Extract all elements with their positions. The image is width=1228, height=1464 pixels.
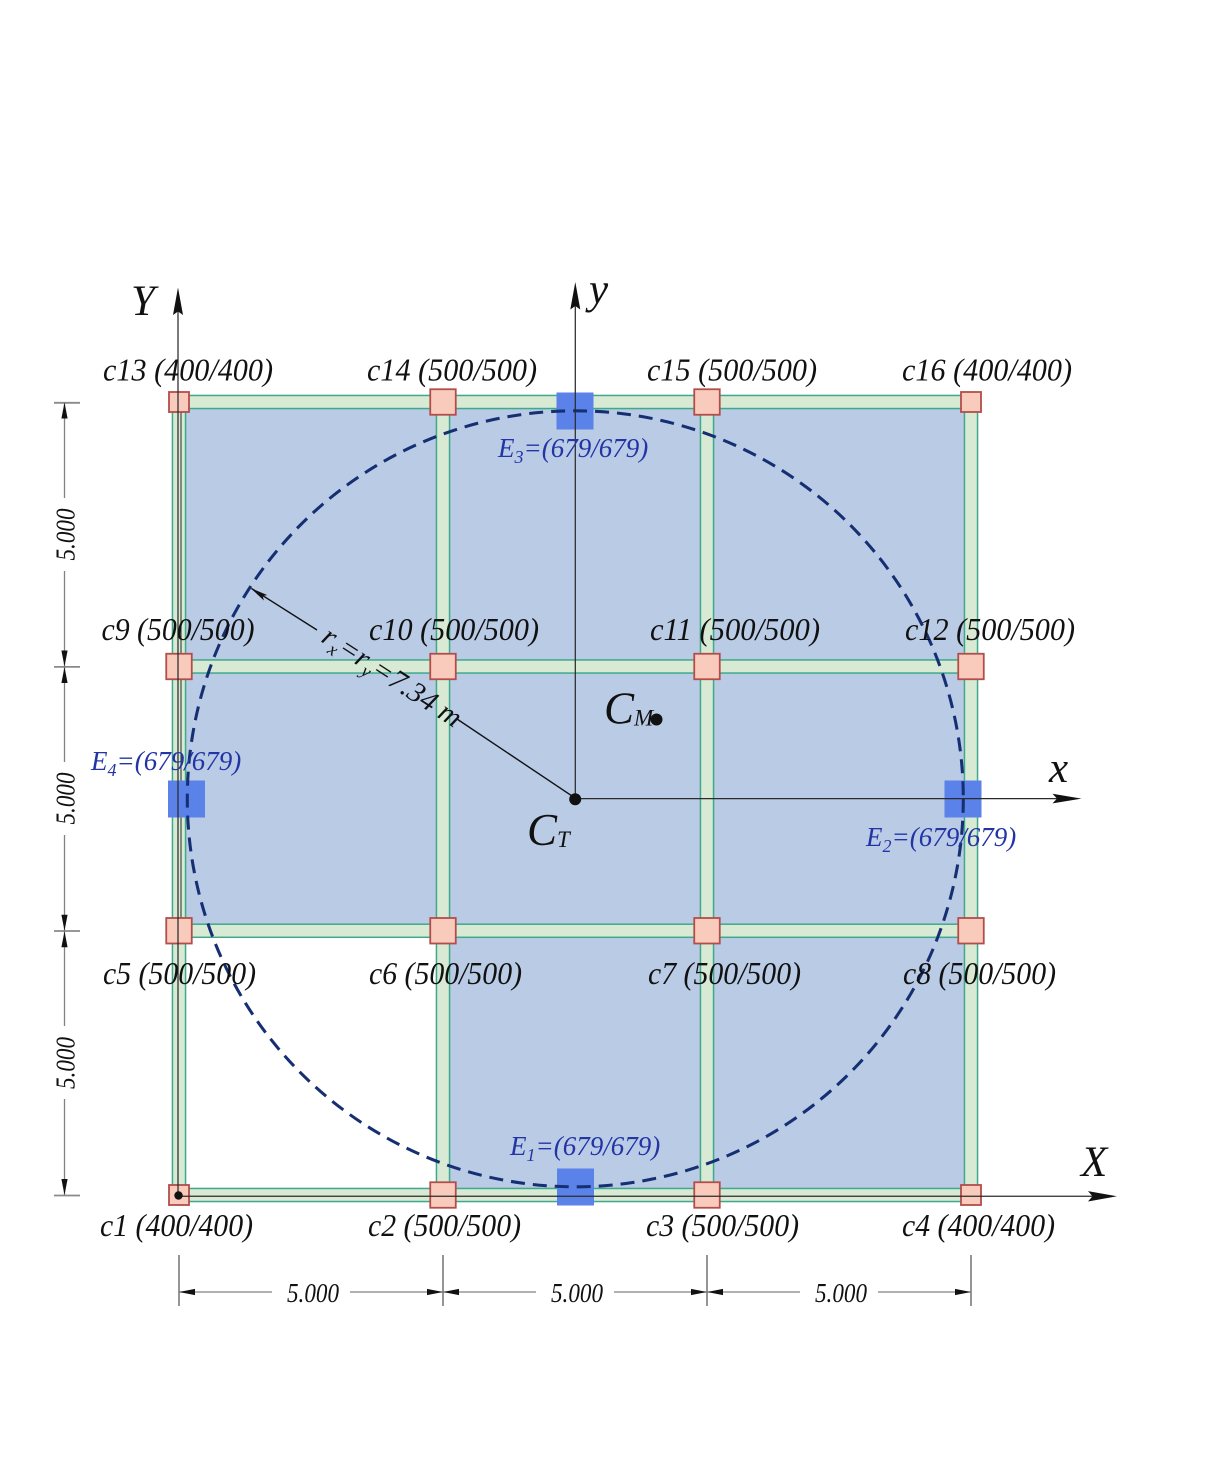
svg-text:5.000: 5.000: [815, 1278, 867, 1308]
svg-text:c14 (500/500): c14 (500/500): [367, 352, 537, 388]
svg-text:c15 (500/500): c15 (500/500): [647, 352, 817, 388]
svg-text:5.000: 5.000: [50, 772, 80, 824]
svg-text:c8 (500/500): c8 (500/500): [903, 955, 1056, 991]
svg-text:c12 (500/500): c12 (500/500): [905, 611, 1075, 647]
svg-text:E2=(679/679): E2=(679/679): [865, 822, 1016, 856]
svg-text:c7 (500/500): c7 (500/500): [648, 955, 801, 991]
svg-text:c2 (500/500): c2 (500/500): [368, 1207, 521, 1243]
svg-text:Y: Y: [131, 278, 159, 325]
svg-text:c1 (400/400): c1 (400/400): [100, 1207, 253, 1243]
svg-text:CM: CM: [604, 684, 655, 734]
svg-text:5.000: 5.000: [551, 1278, 603, 1308]
svg-text:c16 (400/400): c16 (400/400): [902, 352, 1072, 388]
svg-text:E4=(679/679): E4=(679/679): [90, 746, 241, 780]
svg-text:c4 (400/400): c4 (400/400): [902, 1207, 1055, 1243]
svg-text:c11 (500/500): c11 (500/500): [650, 611, 820, 647]
svg-text:c5 (500/500): c5 (500/500): [103, 955, 256, 991]
svg-text:c3 (500/500): c3 (500/500): [646, 1207, 799, 1243]
svg-text:c6 (500/500): c6 (500/500): [369, 955, 522, 991]
svg-text:c13 (400/400): c13 (400/400): [103, 352, 273, 388]
svg-text:y: y: [585, 266, 609, 313]
svg-text:5.000: 5.000: [50, 508, 80, 560]
svg-text:c10 (500/500): c10 (500/500): [369, 611, 539, 647]
svg-text:5.000: 5.000: [50, 1037, 80, 1089]
svg-text:x: x: [1048, 745, 1068, 792]
svg-text:5.000: 5.000: [287, 1278, 339, 1308]
svg-text:c9 (500/500): c9 (500/500): [102, 611, 255, 647]
svg-text:X: X: [1079, 1139, 1109, 1186]
